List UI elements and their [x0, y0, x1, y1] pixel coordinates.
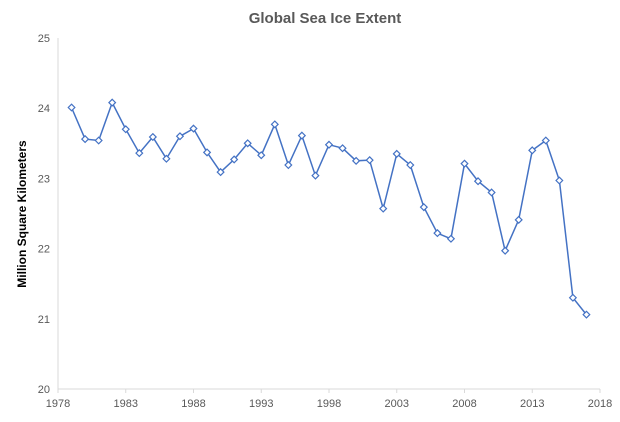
data-point-1981 [94, 136, 103, 145]
y-tick-label: 22 [38, 244, 50, 256]
data-point-1983 [121, 125, 130, 134]
data-point-1994 [270, 120, 279, 129]
chart-title: Global Sea Ice Extent [249, 10, 402, 27]
data-point-2002 [379, 204, 388, 213]
data-point-1987 [175, 132, 185, 141]
data-point-2001 [365, 155, 374, 165]
data-point-2015 [555, 176, 564, 185]
data-point-2010 [487, 188, 496, 197]
data-point-1988 [189, 124, 198, 133]
x-tick-label: 1998 [317, 398, 341, 410]
data-point-1998 [324, 140, 334, 149]
data-point-1986 [162, 154, 171, 163]
x-tick-label: 1983 [114, 398, 138, 410]
data-point-1984 [135, 148, 144, 158]
data-point-1990 [216, 167, 225, 177]
data-point-2011 [501, 246, 510, 255]
series-line [70, 100, 587, 316]
data-point-1982 [108, 98, 117, 107]
data-point-2014 [541, 136, 550, 145]
data-point-2008 [460, 159, 469, 168]
x-tick-label: 1978 [46, 398, 70, 410]
data-point-2017 [582, 310, 591, 319]
data-point-2006 [433, 229, 442, 238]
data-point-1980 [80, 134, 90, 144]
data-point-1989 [202, 148, 212, 157]
data-point-2004 [406, 160, 415, 170]
y-tick-label: 24 [38, 103, 50, 115]
data-point-2013 [528, 146, 537, 155]
data-point-2012 [514, 215, 523, 224]
data-point-1985 [148, 132, 157, 142]
x-tick-label: 2008 [452, 398, 476, 410]
data-point-1979 [67, 103, 76, 112]
x-tick-label: 2018 [588, 398, 612, 410]
x-tick-label: 2003 [385, 398, 409, 410]
x-tick-label: 1993 [249, 398, 273, 410]
y-tick-label: 25 [38, 33, 50, 45]
data-point-1999 [338, 144, 347, 153]
data-point-1997 [311, 171, 320, 180]
data-point-1992 [243, 139, 252, 148]
data-point-1991 [230, 155, 239, 164]
x-tick-label: 2013 [520, 398, 544, 410]
data-point-2007 [446, 234, 456, 243]
data-point-2000 [351, 156, 361, 165]
data-point-2016 [568, 293, 578, 302]
data-point-2005 [419, 203, 428, 212]
data-point-2009 [473, 177, 483, 186]
y-tick-label: 20 [38, 384, 50, 396]
x-tick-label: 1988 [181, 398, 205, 410]
y-axis-label: Million Square Kilometers [15, 140, 29, 288]
data-point-2003 [392, 149, 401, 158]
y-tick-label: 21 [38, 314, 50, 326]
data-point-1996 [297, 131, 307, 140]
data-point-1995 [284, 160, 293, 170]
y-tick-label: 23 [38, 173, 50, 185]
data-point-1993 [257, 151, 266, 160]
